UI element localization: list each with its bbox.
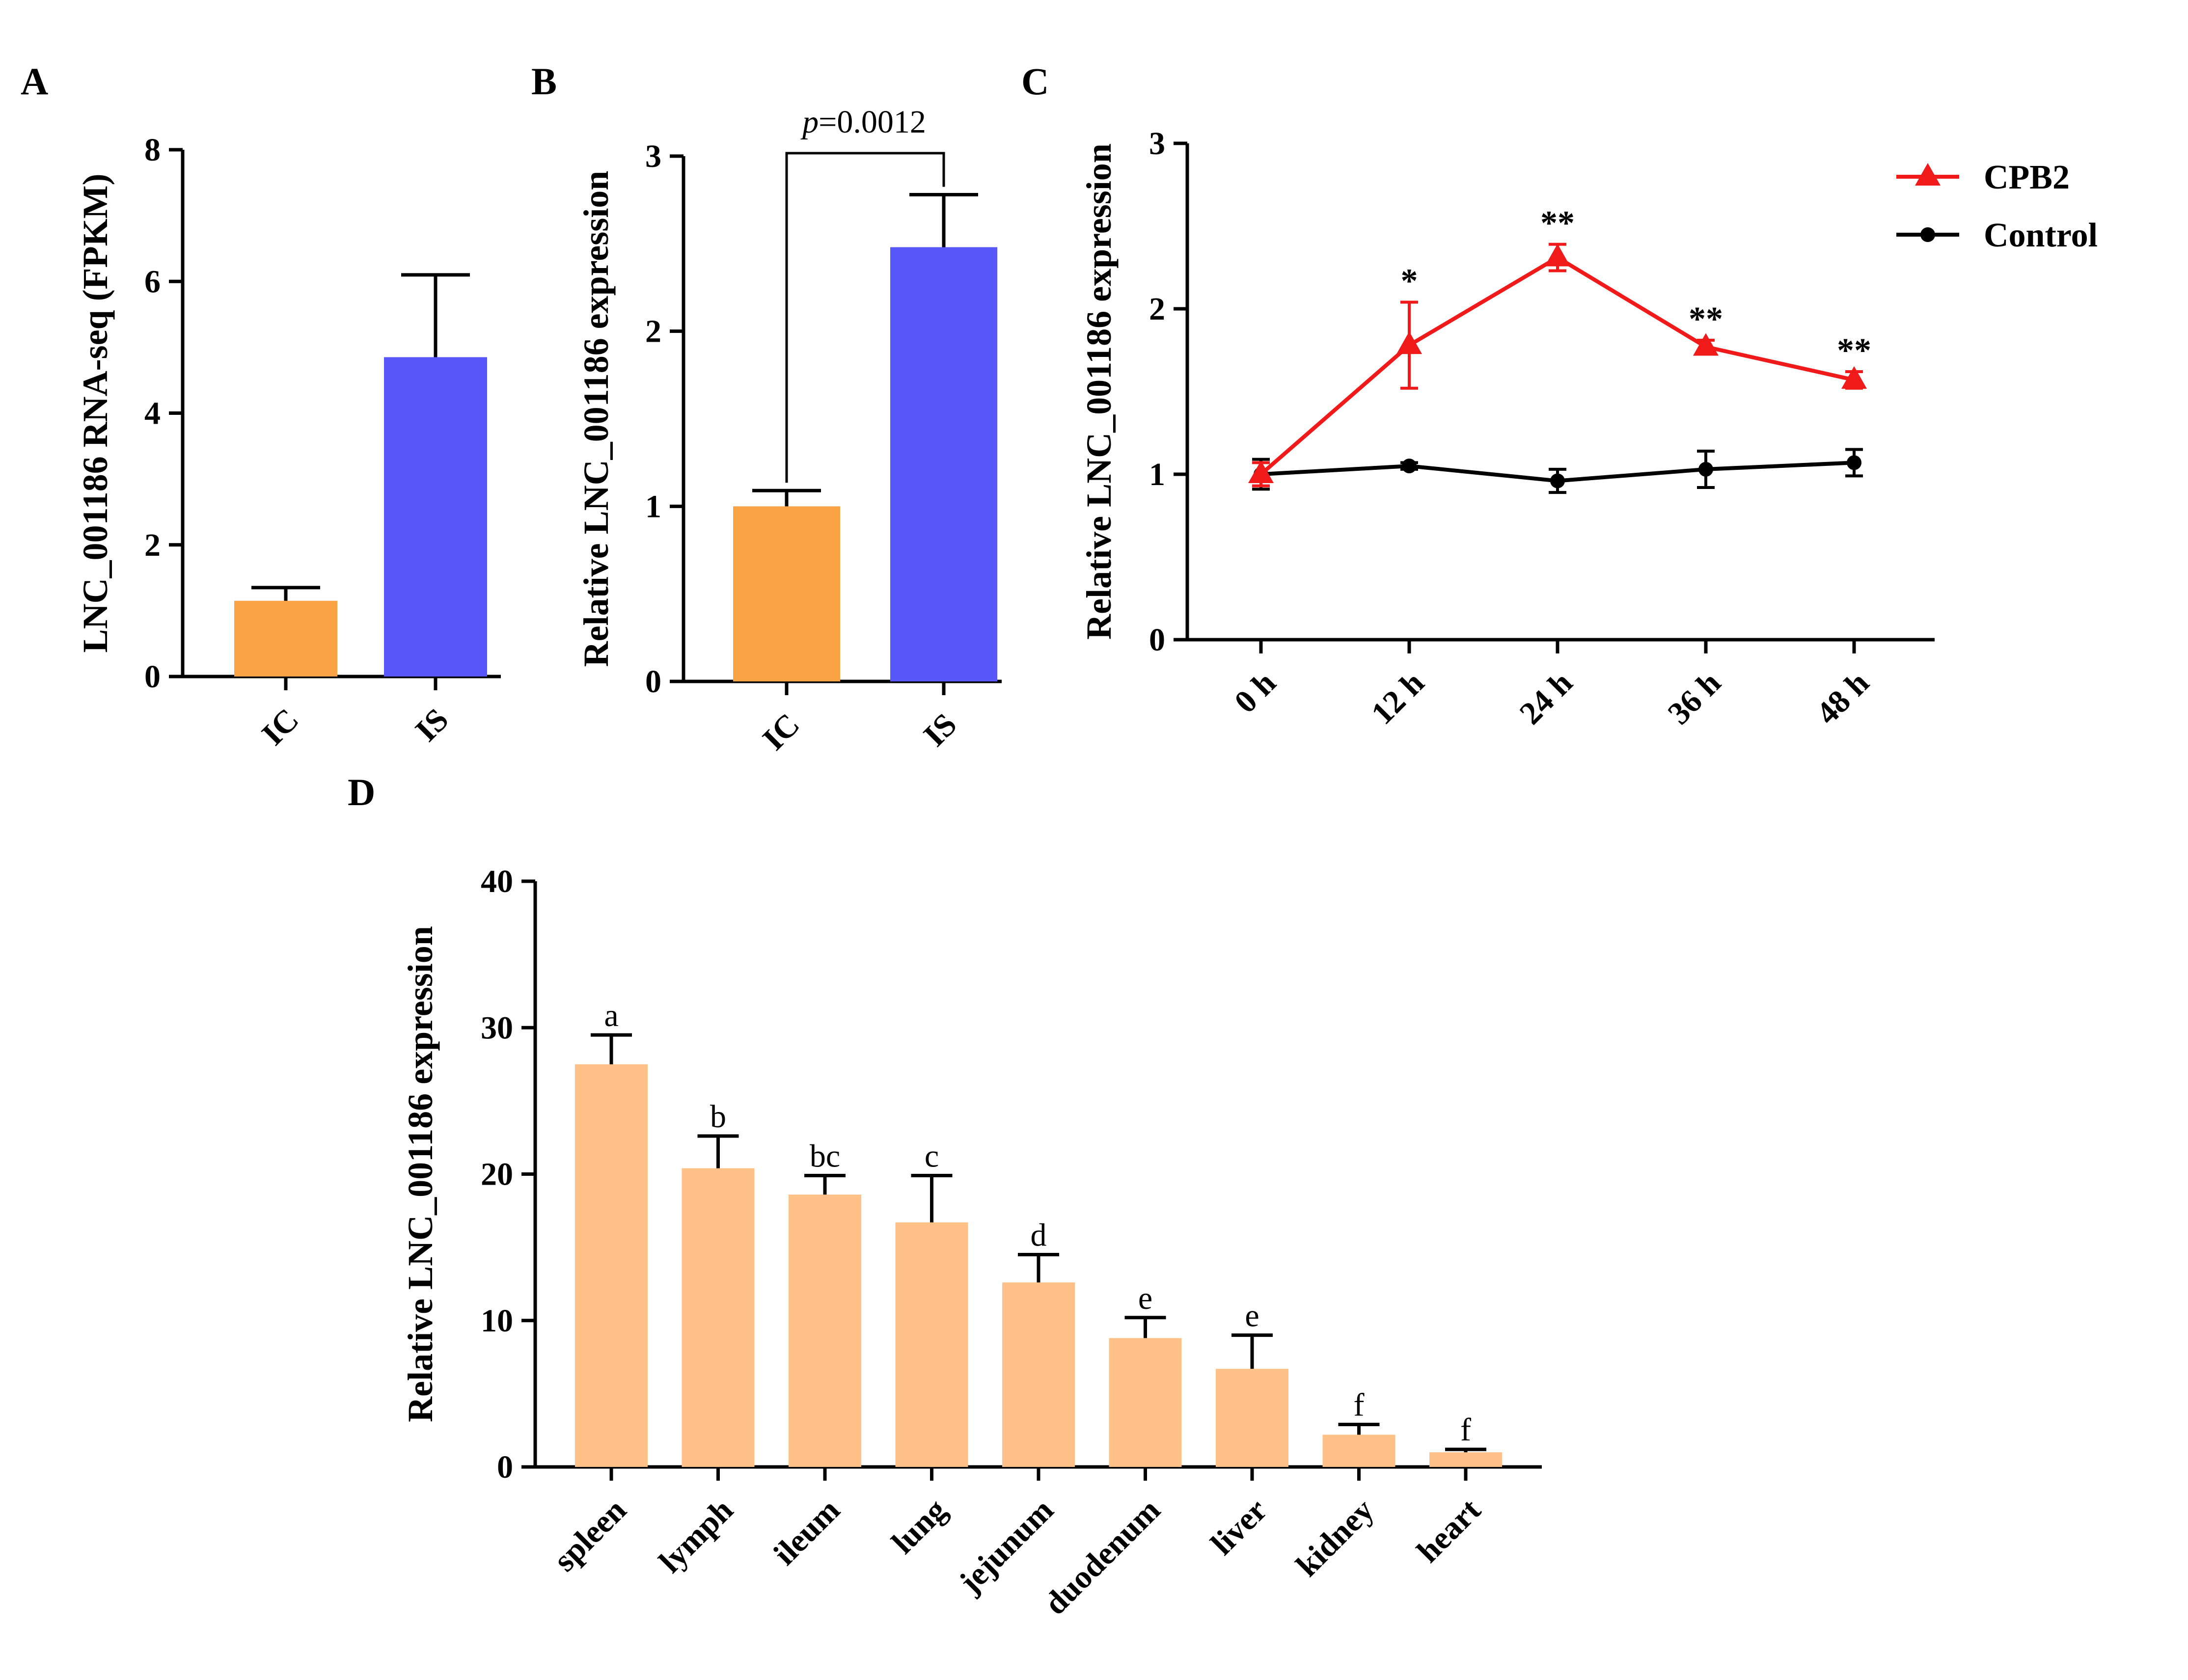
panel-b-x-tick-label: IS [917, 706, 964, 754]
panel-d-bar-ileum [789, 1194, 861, 1467]
series-cpb2-significance-stars: ** [1540, 205, 1575, 243]
series-control-point [1698, 461, 1713, 477]
panel-d-bar-spleen [575, 1064, 648, 1467]
panel-a-y-tick-label: 8 [144, 132, 161, 168]
series-cpb2-point [1396, 331, 1422, 354]
panel-d-bar-jejunum [1002, 1282, 1075, 1467]
series-cpb2-point [1693, 333, 1719, 356]
panel-b-y-tick-label: 0 [645, 664, 661, 700]
panel-c-y-tick-label: 1 [1149, 457, 1165, 492]
panel-b-y-tick-label: 2 [645, 314, 661, 350]
panel-a-x-tick-label: IC [255, 702, 305, 752]
panel-d-significance-letter: f [1460, 1412, 1471, 1448]
panel-b-y-axis-title: Relative LNC_001186 expression [576, 171, 616, 667]
series-cpb2-significance-stars: * [1401, 263, 1418, 300]
panel-c-line-chart: 0 1 2 3 Relative LNC_001186 expression 0 h 12 … [1079, 126, 2098, 732]
panel-d-significance-letter: a [604, 998, 618, 1033]
panel-a-y-tick-label: 6 [144, 264, 161, 299]
panel-a-y-axis-title: LNC_001186 RNA-seq (FPKM) [76, 174, 115, 653]
legend-control-label: Control [1984, 217, 2098, 254]
legend-cpb2-label: CPB2 [1984, 159, 2070, 196]
panel-d-y-tick-label: 0 [497, 1449, 513, 1485]
panel-d-y-tick-label: 10 [481, 1303, 513, 1339]
panel-c-x-tick-label: 48 h [1809, 665, 1876, 732]
panel-c-x-tick-label: 36 h [1661, 665, 1728, 732]
panel-b-y-tick-label: 3 [645, 138, 661, 174]
panel-d-y-tick-label: 20 [481, 1157, 513, 1192]
panel-b-bar-chart: p=0.0012 0 1 2 3 Relative LNC_001186 express… [576, 104, 1002, 757]
series-cpb2-line [1259, 255, 1855, 476]
panel-c-y-tick-label: 0 [1149, 622, 1165, 658]
panel-d-y-tick-label: 40 [481, 864, 513, 899]
panel-d-y-tick-label: 30 [481, 1010, 513, 1046]
panel-d-x-tick-label: heart [1410, 1492, 1488, 1570]
panel-b-bar-ic [733, 506, 840, 681]
panel-a-y-tick-label: 0 [144, 659, 161, 695]
legend-control-marker [1920, 227, 1935, 242]
panel-a-x-tick-label: IS [409, 702, 456, 749]
panel-d-bar-liver [1216, 1369, 1288, 1467]
series-control-point [1847, 455, 1861, 470]
panel-d-bar-heart [1429, 1452, 1502, 1467]
panel-a-bar-is [384, 357, 487, 677]
panel-label-b: B [531, 60, 557, 103]
panel-d-significance-letter: bc [810, 1138, 840, 1174]
panel-d-x-tick-label: lung [885, 1492, 954, 1561]
panel-d-significance-letter: f [1354, 1387, 1365, 1423]
panel-b-y-tick-label: 1 [645, 488, 661, 524]
panel-a-y-tick-label: 2 [144, 527, 161, 563]
panel-d-x-tick-label: ileum [767, 1492, 847, 1572]
panel-c-y-tick-label: 2 [1149, 291, 1165, 327]
panel-label-a: A [21, 60, 48, 103]
panel-c-x-tick-label: 12 h [1365, 665, 1431, 732]
panel-a-bar-ic [234, 600, 337, 677]
panel-d-bar-duodenum [1109, 1338, 1182, 1467]
panel-d-x-tick-label: lymph [652, 1492, 740, 1580]
panel-c-x-tick-label: 24 h [1513, 665, 1580, 732]
panel-c-x-tick-label: 0 h [1228, 665, 1283, 720]
panel-label-c: C [1021, 60, 1049, 103]
series-control-point [1550, 473, 1565, 488]
panel-d-x-tick-label: duodenum [1038, 1492, 1167, 1622]
panel-d-bar-chart: 0 10 20 30 40 Relative LNC_001186 expression s… [401, 864, 1542, 1622]
panel-d-y-axis-title: Relative LNC_001186 expression [401, 926, 440, 1422]
series-cpb2-point [1841, 366, 1867, 389]
panel-d-bar-kidney [1322, 1435, 1395, 1467]
legend-cpb2-marker [1915, 163, 1941, 186]
series-control-point [1402, 459, 1417, 474]
series-cpb2-point [1545, 244, 1570, 267]
series-cpb2-significance-stars: ** [1689, 300, 1723, 338]
panel-d-significance-letter: d [1031, 1218, 1047, 1253]
series-cpb2-point [1248, 461, 1274, 483]
panel-d-significance-letter: e [1138, 1280, 1152, 1316]
p-value-annotation: p=0.0012 [800, 104, 926, 140]
panel-d-significance-letter: c [925, 1138, 939, 1174]
panel-a-y-tick-label: 4 [144, 396, 161, 432]
panel-c-y-tick-label: 3 [1149, 126, 1165, 162]
panel-d-bar-lymph [682, 1168, 755, 1467]
panel-a-bar-chart: 0 2 4 6 8 LNC_001186 RNA-seq (FPKM) IC IS [76, 132, 501, 752]
panel-d-x-tick-label: spleen [547, 1492, 633, 1578]
panel-b-bar-is [890, 247, 997, 681]
panel-d-bar-lung [895, 1222, 968, 1467]
significance-bracket [785, 152, 945, 483]
panel-c-y-axis-title: Relative LNC_001186 expression [1079, 143, 1119, 640]
panel-d-significance-letter: e [1245, 1298, 1259, 1334]
series-cpb2-significance-stars: ** [1837, 332, 1871, 370]
panel-d-significance-letter: b [710, 1099, 726, 1135]
panel-d-x-tick-label: kidney [1289, 1492, 1381, 1583]
panel-b-x-tick-label: IC [756, 706, 806, 757]
panel-d-x-tick-label: liver [1204, 1492, 1274, 1562]
panel-label-d: D [348, 771, 375, 813]
panel-d-x-tick-label: jejunum [952, 1492, 1061, 1600]
